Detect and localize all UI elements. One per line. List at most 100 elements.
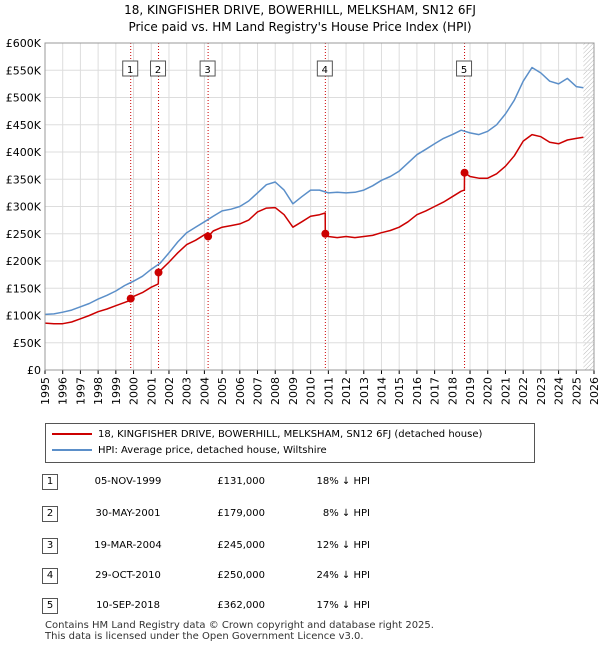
title-line-1: 18, KINGFISHER DRIVE, BOWERHILL, MELKSHA… <box>124 3 476 17</box>
x-tick-label: 1995 <box>39 377 52 405</box>
footer-copyright: Contains HM Land Registry data © Crown c… <box>45 620 434 631</box>
marker-label: 5 <box>461 65 467 76</box>
legend-item-property: 18, KINGFISHER DRIVE, BOWERHILL, MELKSHA… <box>52 428 482 442</box>
transaction-hpi: 24% ↓ HPI <box>316 570 370 581</box>
transaction-number: 1 <box>42 474 58 490</box>
x-tick-label: 2015 <box>393 377 406 405</box>
y-tick-label: £400K <box>6 146 42 159</box>
x-tick-label: 2022 <box>517 377 530 405</box>
transaction-date: 29-OCT-2010 <box>95 570 161 581</box>
y-tick-label: £500K <box>6 92 42 105</box>
y-tick-label: £300K <box>6 201 42 214</box>
transaction-number: 3 <box>42 538 58 554</box>
x-tick-label: 1998 <box>92 377 105 405</box>
x-tick-label: 2023 <box>535 377 548 405</box>
y-tick-label: £600K <box>6 37 42 50</box>
transaction-date: 19-MAR-2004 <box>94 540 162 551</box>
x-tick-label: 2018 <box>446 377 459 405</box>
x-tick-label: 1999 <box>110 377 123 405</box>
transaction-number: 2 <box>42 506 58 522</box>
transaction-number: 4 <box>42 568 58 584</box>
legend-hpi-swatch <box>52 449 92 451</box>
marker-box <box>122 60 139 77</box>
y-tick-label: £0 <box>27 364 41 377</box>
marker-box <box>150 60 167 77</box>
transaction-price: £179,000 <box>217 508 265 519</box>
x-tick-label: 2002 <box>163 377 176 405</box>
transaction-number: 5 <box>42 598 58 614</box>
transaction-price: £362,000 <box>217 600 265 611</box>
table-row: 1 05-NOV-1999 £131,000 18% ↓ HPI <box>0 474 600 490</box>
transaction-hpi: 12% ↓ HPI <box>316 540 370 551</box>
x-tick-label: 2011 <box>322 377 335 405</box>
sale-point <box>126 294 135 303</box>
sale-point <box>154 268 163 277</box>
sale-point <box>321 229 330 238</box>
hpi-line <box>44 66 584 316</box>
transaction-hpi: 17% ↓ HPI <box>316 600 370 611</box>
x-tick-label: 2009 <box>287 377 300 405</box>
x-tick-label: 2013 <box>358 377 371 405</box>
x-tick-label: 2007 <box>252 377 265 405</box>
sale-point <box>204 232 213 241</box>
x-tick-label: 2008 <box>269 377 282 405</box>
x-tick-label: 2016 <box>411 377 424 405</box>
transaction-price: £131,000 <box>217 476 265 487</box>
y-tick-label: £450K <box>6 119 42 132</box>
transaction-price: £245,000 <box>217 540 265 551</box>
table-row: 3 19-MAR-2004 £245,000 12% ↓ HPI <box>0 538 600 554</box>
legend: 18, KINGFISHER DRIVE, BOWERHILL, MELKSHA… <box>45 423 535 463</box>
legend-item-hpi: HPI: Average price, detached house, Wilt… <box>52 444 327 458</box>
table-row: 2 30-MAY-2001 £179,000 8% ↓ HPI <box>0 506 600 522</box>
y-tick-label: £250K <box>6 228 42 241</box>
x-tick-label: 2000 <box>128 377 141 405</box>
marker-label: 4 <box>322 65 328 76</box>
marker-label: 2 <box>155 65 161 76</box>
x-tick-label: 2006 <box>234 377 247 405</box>
x-tick-label: 2004 <box>198 377 211 405</box>
y-tick-label: £100K <box>6 310 42 323</box>
legend-property-swatch <box>52 433 92 435</box>
marker-label: 3 <box>204 65 210 76</box>
legend-hpi-label: HPI: Average price, detached house, Wilt… <box>98 445 327 456</box>
transaction-hpi: 18% ↓ HPI <box>316 476 370 487</box>
marker-box <box>199 60 216 77</box>
transaction-date: 05-NOV-1999 <box>94 476 162 487</box>
x-tick-label: 2003 <box>181 377 194 405</box>
price-chart: £0 £50K £100K £150K £200K £250K £300K £350K £400… <box>6 37 600 405</box>
title-line-2: Price paid vs. HM Land Registry's House … <box>128 20 472 34</box>
transaction-date: 30-MAY-2001 <box>95 508 161 519</box>
x-tick-label: 2025 <box>570 377 583 405</box>
table-row: 4 29-OCT-2010 £250,000 24% ↓ HPI <box>0 568 600 584</box>
x-tick-label: 2005 <box>216 377 229 405</box>
x-tick-label: 1996 <box>57 377 70 405</box>
chart-title: 18, KINGFISHER DRIVE, BOWERHILL, MELKSHA… <box>0 0 600 36</box>
y-tick-label: £50K <box>13 337 42 350</box>
footer: Contains HM Land Registry data © Crown c… <box>45 620 434 642</box>
sale-point <box>460 168 469 177</box>
x-tick-label: 2020 <box>482 377 495 405</box>
y-tick-label: £550K <box>6 64 42 77</box>
transaction-hpi: 8% ↓ HPI <box>322 508 370 519</box>
x-tick-label: 2014 <box>375 377 388 405</box>
marker-label: 1 <box>127 65 133 76</box>
x-tick-label: 2026 <box>588 377 600 405</box>
x-tick-label: 2021 <box>499 377 512 405</box>
footer-licence: This data is licensed under the Open Gov… <box>45 631 364 642</box>
plot-frame <box>44 42 595 371</box>
transaction-date: 10-SEP-2018 <box>96 600 160 611</box>
x-tick-label: 2010 <box>305 377 318 405</box>
x-tick-label: 1997 <box>74 377 87 405</box>
table-row: 5 10-SEP-2018 £362,000 17% ↓ HPI <box>0 598 600 614</box>
marker-box <box>316 60 333 77</box>
x-tick-label: 2001 <box>145 377 158 405</box>
x-tick-label: 2017 <box>429 377 442 405</box>
x-tick-label: 2012 <box>340 377 353 405</box>
x-tick-label: 2024 <box>553 377 566 405</box>
transaction-price: £250,000 <box>217 570 265 581</box>
y-tick-label: £150K <box>6 282 42 295</box>
marker-box <box>456 60 473 77</box>
y-tick-label: £350K <box>6 173 42 186</box>
y-tick-label: £200K <box>6 255 42 268</box>
x-tick-label: 2019 <box>464 377 477 405</box>
